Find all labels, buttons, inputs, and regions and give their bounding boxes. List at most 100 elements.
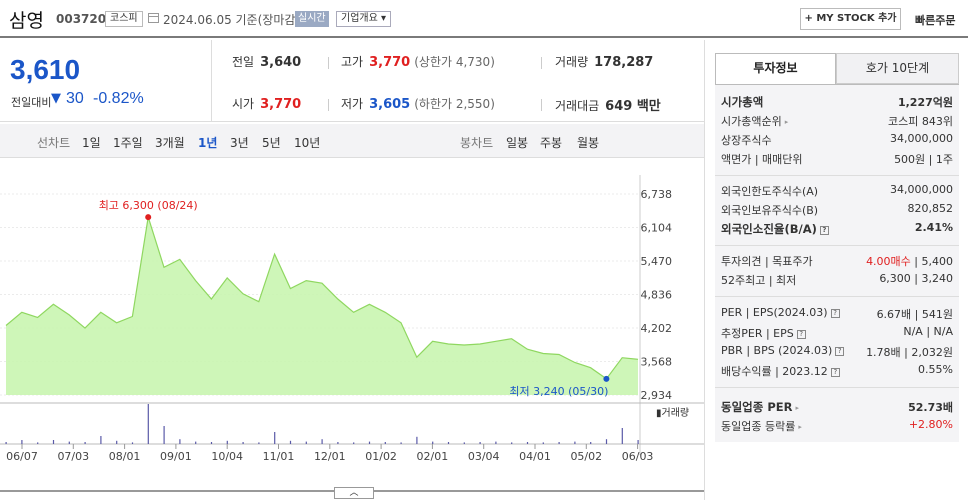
volume-bar: [242, 442, 244, 444]
volume-bar: [274, 432, 276, 444]
pbr-label-text: PBR | BPS (2024.03): [721, 344, 833, 357]
add-mystock-button[interactable]: + MY STOCK 추가: [800, 8, 901, 30]
opinion-target: | 5,400: [910, 255, 953, 268]
open-value: 3,770: [260, 97, 302, 112]
min-label: 최저 3,240 (05/30): [509, 385, 608, 398]
help-icon[interactable]: ?: [835, 347, 845, 356]
info-row-rank: 시가총액순위 ▸ 코스피 843위: [721, 113, 953, 129]
period-1w[interactable]: 1주일: [113, 136, 143, 150]
period-5y[interactable]: 5년: [262, 136, 281, 150]
realtime-button[interactable]: 실시간: [295, 11, 329, 27]
volume-bar: [337, 442, 339, 444]
low-label: 저가: [341, 97, 364, 111]
amount-label: 거래대금: [555, 99, 600, 113]
info-row-pbr: PBR | BPS (2024.03)? 1.78배 | 2,032원: [721, 344, 953, 360]
info-row-dividend: 배당수익률 | 2023.12? 0.55%: [721, 363, 953, 379]
x-tick-label: 04/01: [519, 450, 551, 463]
shares-label: 상장주식수: [721, 134, 772, 147]
volume-bar: [131, 442, 134, 444]
volume-bar: [179, 439, 181, 444]
volume-bar: [195, 441, 197, 444]
opinion-value: 4.00매수 | 5,400: [866, 253, 953, 269]
x-tick-label: 08/01: [109, 450, 141, 463]
amount-value: 649 백만: [605, 99, 661, 114]
volume-bar: [637, 440, 639, 444]
info-row-per: PER | EPS(2024.03)? 6.67배 | 541원: [721, 306, 953, 322]
help-icon[interactable]: ?: [796, 330, 806, 339]
candle-daily[interactable]: 일봉: [506, 136, 529, 150]
help-icon[interactable]: ?: [830, 309, 840, 318]
week52-label: 52주최고 | 최저: [721, 274, 797, 287]
down-arrow-icon: ▼: [51, 91, 61, 106]
stock-header: 삼영 003720 코스피 2024.06.05 기준(장마감) 실시간 기업개…: [0, 0, 968, 38]
tab-investment-info[interactable]: 투자정보: [715, 53, 836, 84]
open-price: 시가 3,770: [232, 95, 301, 112]
price-chart[interactable]: 6,738 6,104 5,470 4,836 4,202 3,568 2,934 06/0…: [0, 175, 704, 485]
info-row-52week: 52주최고 | 최저 6,300 | 3,240: [721, 272, 953, 288]
y-tick-label: 6,738: [641, 188, 673, 201]
triangle-icon: ▸: [798, 423, 802, 431]
base-date: 2024.06.05 기준(장마감): [163, 13, 301, 27]
volume-bar: [400, 442, 402, 444]
opinion-rating: 4.00매수: [866, 255, 911, 268]
volume-bar: [495, 441, 497, 444]
min-point: [603, 375, 610, 382]
price-area: [6, 217, 638, 395]
company-overview-dropdown[interactable]: 기업개요 ▾: [336, 11, 391, 27]
x-tick-label: 12/01: [314, 450, 346, 463]
period-1d[interactable]: 1일: [82, 136, 101, 150]
max-label: 최고 6,300 (08/24): [99, 199, 198, 212]
volume-bar: [100, 436, 102, 444]
stock-code: 003720: [56, 12, 107, 26]
tab-hoga[interactable]: 호가 10단계: [836, 53, 959, 84]
foreign-limit-value: 34,000,000: [890, 183, 953, 196]
pbr-value: 1.78배 | 2,032원: [866, 346, 953, 359]
candle-monthly[interactable]: 월봉: [577, 136, 600, 150]
high-price: 고가 3,770 (상한가 4,730): [341, 53, 495, 70]
help-icon[interactable]: ?: [819, 226, 829, 235]
rank-label[interactable]: 시가총액순위 ▸: [721, 113, 788, 129]
trade-amount: 거래대금 649 백만: [555, 95, 661, 114]
foreign-limit-label: 외국인한도주식수(A): [721, 185, 819, 198]
pbr-label: PBR | BPS (2024.03)?: [721, 344, 845, 357]
period-3m[interactable]: 3개월: [155, 136, 185, 150]
sector-rate-label[interactable]: 동일업종 등락률 ▸: [721, 418, 802, 434]
volume-bar: [353, 442, 355, 444]
sector-per-value: 52.73배: [908, 401, 953, 414]
candle-weekly[interactable]: 주봉: [540, 136, 563, 150]
line-chart-label: 선차트: [37, 136, 71, 150]
volume-bar: [621, 428, 623, 444]
per-label-text: PER | EPS(2024.03): [721, 306, 828, 319]
info-row-shares: 상장주식수 34,000,000: [721, 132, 953, 148]
x-tick-label: 03/04: [468, 450, 500, 463]
period-1y[interactable]: 1년: [198, 136, 218, 150]
per-value: 6.67배 | 541원: [876, 308, 953, 321]
face-label: 액면가 | 매매단위: [721, 153, 803, 166]
current-price-box: 3,610 전일대비 ▼ 30 -0.82%: [0, 40, 212, 122]
volume-bar: [479, 442, 481, 444]
info-tabs: 투자정보 호가 10단계: [715, 53, 959, 84]
change-value: 30: [66, 90, 84, 107]
period-10y[interactable]: 10년: [294, 136, 321, 150]
info-row-face: 액면가 | 매매단위 500원 | 1주: [721, 151, 953, 167]
sector-per-label[interactable]: 동일업종 PER ▸: [721, 399, 799, 415]
x-tick-label: 02/01: [417, 450, 449, 463]
volume-bar: [526, 442, 529, 444]
y-tick-label: 5,470: [641, 255, 673, 268]
x-tick-label: 06/07: [6, 450, 38, 463]
chart-collapse-handle[interactable]: ︿: [334, 487, 374, 499]
market-cap-label: 시가총액: [721, 95, 764, 109]
calendar-icon: [148, 13, 159, 23]
volume-bar: [305, 441, 307, 444]
info-row-sector-per: 동일업종 PER ▸ 52.73배: [721, 399, 953, 415]
volume-bar: [447, 442, 450, 444]
current-price: 3,610: [10, 54, 81, 85]
info-panel: 투자정보 호가 10단계 시가총액 1,227억원 시가총액순위 ▸ 코스피 84…: [704, 40, 968, 500]
info-row-foreign-limit: 외국인한도주식수(A) 34,000,000: [721, 183, 953, 199]
quick-order-link[interactable]: 빠른주문: [915, 14, 956, 27]
volume-bar: [384, 442, 386, 444]
high-label: 고가: [341, 55, 364, 69]
help-icon[interactable]: ?: [830, 368, 840, 377]
period-3y[interactable]: 3년: [230, 136, 249, 150]
volume-bar: [463, 442, 465, 444]
